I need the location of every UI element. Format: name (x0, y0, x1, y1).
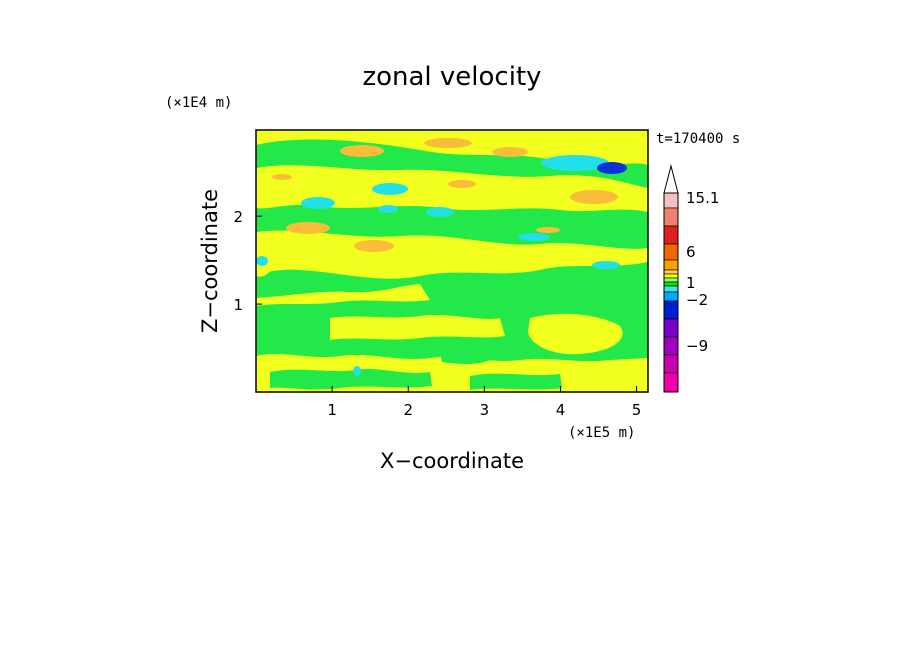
x-axis-label: X−coordinate (380, 449, 524, 473)
colorbar-cell (663, 273, 679, 279)
chart-title: zonal velocity (362, 62, 541, 92)
colorbar-label-1: 1 (686, 274, 696, 292)
colorbar-cell (663, 285, 679, 293)
y-scale-note: (×1E4 m) (165, 95, 232, 111)
colorbar-cell (663, 281, 679, 287)
weak-negative-regions (256, 155, 620, 376)
y-tick-label: 1 (233, 296, 243, 314)
colorbar-cell (663, 318, 679, 338)
colorbar-cell (663, 207, 679, 227)
colorbar-frame (663, 192, 679, 393)
moderate-positive-regions (272, 138, 618, 252)
colorbar-label-6: 6 (686, 243, 696, 261)
colorbar-label-minus-2: −2 (686, 291, 708, 309)
colorbar-label-max: 15.1 (686, 189, 719, 207)
colorbar-cell (663, 277, 679, 283)
background-pockets (256, 337, 562, 390)
y-tick-label: 2 (233, 208, 243, 226)
x-axis-ticks: 1 2 3 4 5 (327, 386, 641, 419)
colorbar-cell (663, 336, 679, 356)
contour-field (256, 130, 648, 392)
colorbar-cell (663, 354, 679, 374)
colorbar: 15.1 6 1 −2 −9 (663, 164, 719, 393)
x-tick-label: 4 (556, 401, 566, 419)
colorbar-cell (663, 192, 679, 209)
colorbar-label-minus-9: −9 (686, 337, 708, 355)
colorbar-overflow-arrow (663, 164, 679, 194)
colorbar-cell (663, 291, 679, 302)
colorbar-cell (663, 269, 679, 275)
colorbar-cell (663, 372, 679, 393)
colorbar-cell (663, 225, 679, 245)
colorbar-cell (663, 243, 679, 261)
x-tick-label: 5 (632, 401, 642, 419)
plot-frame (255, 129, 649, 393)
y-axis-label: Z−coordinate (198, 189, 222, 333)
time-label: t=170400 s (656, 131, 740, 147)
y-axis-ticks: 12 (233, 208, 262, 314)
colorbar-cell (663, 300, 679, 320)
strong-negative-regions (597, 162, 627, 174)
x-tick-label: 2 (403, 401, 413, 419)
x-tick-label: 1 (327, 401, 337, 419)
colorbar-cell (663, 259, 679, 271)
x-tick-label: 3 (480, 401, 490, 419)
x-scale-note: (×1E5 m) (568, 425, 635, 441)
